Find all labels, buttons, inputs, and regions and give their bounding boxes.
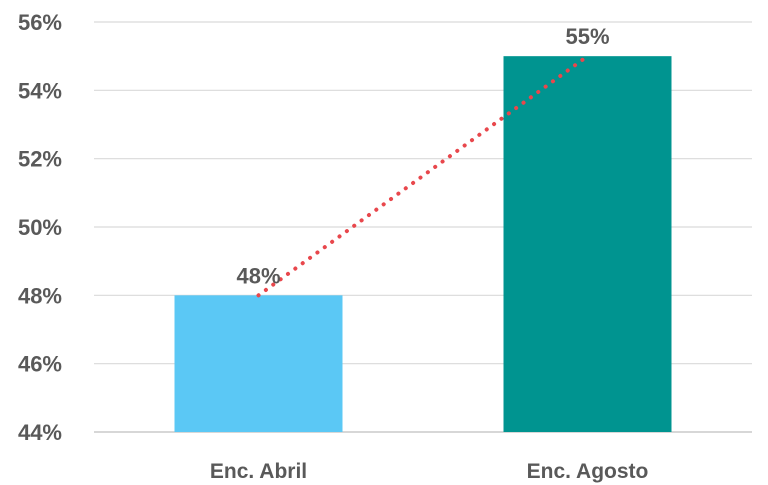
x-category-label: Enc. Agosto	[527, 460, 649, 483]
y-tick-label: 44%	[18, 420, 62, 445]
y-tick-label: 48%	[18, 283, 62, 308]
y-tick-label: 56%	[18, 10, 62, 35]
bars	[174, 56, 672, 433]
bar-2	[503, 56, 672, 433]
y-tick-label: 54%	[18, 78, 62, 103]
x-axis: Enc. Abril Enc. Agosto	[210, 460, 648, 483]
y-tick-label: 52%	[18, 147, 62, 172]
y-axis: 44% 46% 48% 50% 52% 54% 56%	[18, 10, 62, 445]
bar-1	[174, 295, 343, 432]
x-category-label: Enc. Abril	[210, 460, 307, 483]
y-tick-label: 46%	[18, 352, 62, 377]
data-labels: 48% 55%	[236, 24, 609, 288]
data-label: 48%	[236, 263, 280, 288]
data-label: 55%	[565, 24, 609, 49]
y-tick-label: 50%	[18, 215, 62, 240]
